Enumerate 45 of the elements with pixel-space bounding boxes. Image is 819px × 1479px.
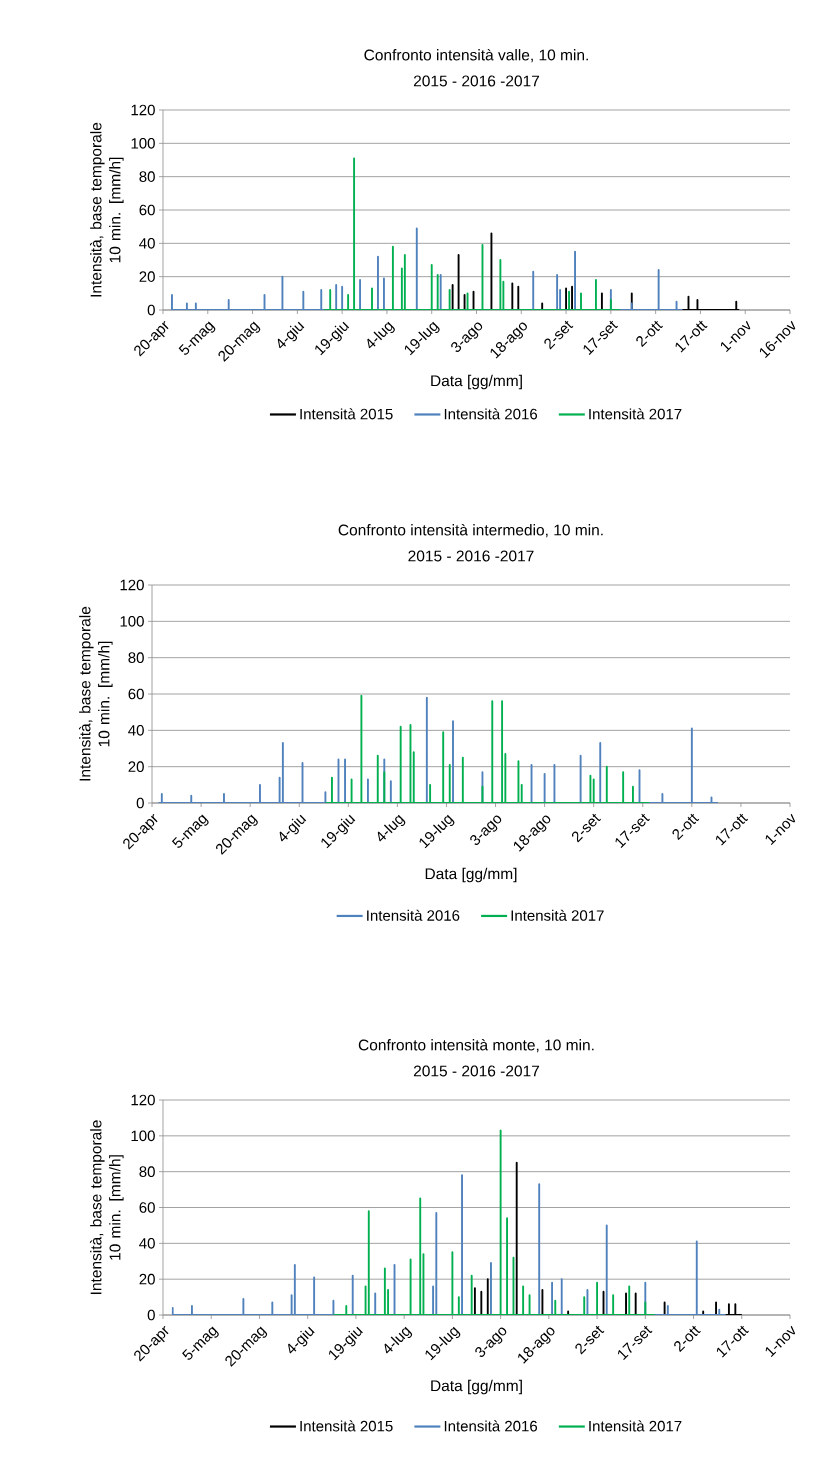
- line-series: [171, 1174, 727, 1316]
- legend-label: Intensità 2017: [589, 1420, 682, 1432]
- x-axis-title: Data [gg/mm]: [425, 867, 517, 883]
- y-axis-title: Intensità, base temporale 10 min. [mm/h]: [78, 606, 113, 781]
- y-tick-label: 0: [136, 797, 144, 809]
- y-tick-label: 40: [139, 1238, 155, 1249]
- y-tick-label: 60: [139, 1202, 155, 1213]
- chart-subtitle: 2015 - 2016 -2017: [413, 75, 540, 87]
- legend-label: Intensità 2015: [300, 408, 393, 420]
- y-tick-label: 80: [128, 652, 144, 663]
- legend-label: Intensità 2016: [367, 909, 460, 921]
- x-axis-title: Data [gg/mm]: [431, 1379, 522, 1395]
- y-tick-label: 0: [147, 1309, 155, 1321]
- y-axis-title: Intensità, base temporale 10 min. [mm/h]: [89, 122, 124, 297]
- y-tick-label: 60: [128, 688, 144, 700]
- y-tick-label: 100: [120, 616, 144, 627]
- chart-title: Confronto intensità valle, 10 min.: [364, 48, 588, 63]
- legend-label: Intensità 2017: [511, 909, 604, 921]
- chart-title: Confronto intensità monte, 10 min.: [358, 1038, 594, 1053]
- y-tick-label: 40: [128, 725, 144, 736]
- y-tick-label: 0: [147, 304, 155, 316]
- chart-title: Confronto intensità intermedio, 10 min.: [338, 523, 603, 538]
- legend-label: Intensità 2016: [444, 1420, 538, 1432]
- line-series: [323, 157, 621, 310]
- chart-subtitle: 2015 - 2016 -2017: [413, 1065, 540, 1077]
- y-tick-label: 80: [139, 1166, 155, 1177]
- line-series: [324, 694, 651, 804]
- y-tick-label: 100: [131, 1130, 155, 1142]
- y-tick-label: 40: [139, 238, 155, 249]
- y-tick-label: 20: [128, 761, 144, 772]
- y-tick-label: 120: [131, 104, 155, 116]
- y-tick-label: 100: [131, 138, 155, 149]
- y-tick-label: 80: [139, 171, 155, 182]
- y-tick-label: 120: [131, 1094, 155, 1106]
- y-tick-label: 60: [139, 204, 155, 216]
- legend-label: Intensità 2017: [589, 408, 682, 420]
- legend-label: Intensità 2015: [300, 1420, 393, 1432]
- y-tick-label: 120: [120, 579, 144, 591]
- legend-label: Intensità 2016: [444, 408, 538, 420]
- y-tick-label: 20: [139, 1273, 155, 1285]
- x-axis-title: Data [gg/mm]: [431, 374, 522, 390]
- y-axis-title: Intensità, base temporale 10 min. [mm/h]: [89, 1120, 124, 1294]
- chart-subtitle: 2015 - 2016 -2017: [408, 550, 534, 562]
- y-tick-label: 20: [139, 271, 155, 282]
- line-series: [332, 1129, 656, 1316]
